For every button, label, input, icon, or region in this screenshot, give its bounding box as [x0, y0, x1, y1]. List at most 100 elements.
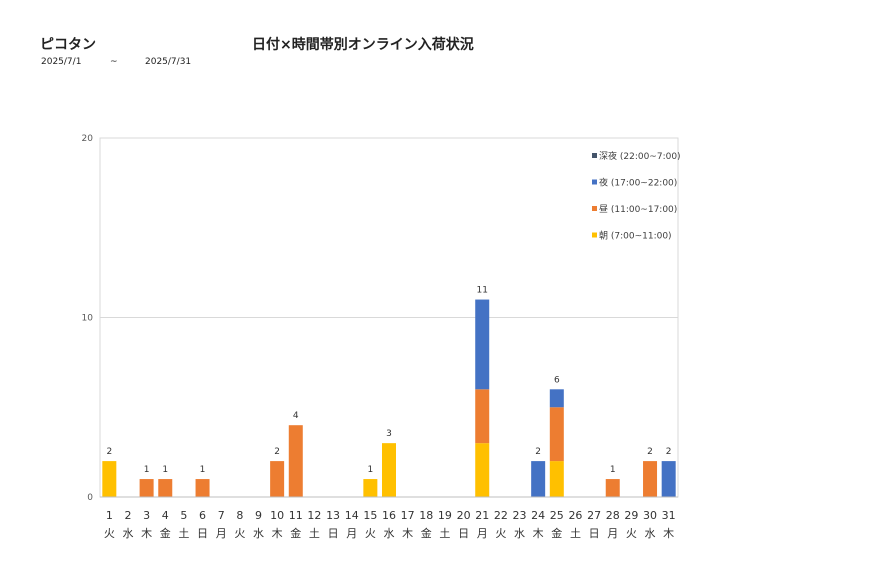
y-tick-label: 20	[82, 134, 94, 144]
bar-day30-series1	[643, 461, 658, 497]
x-tick-day: 4	[162, 509, 169, 522]
x-tick-day: 16	[382, 509, 396, 522]
bar-day1-series0	[102, 461, 117, 497]
data-label: 3	[386, 429, 392, 439]
x-tick-weekday: 火	[104, 527, 115, 540]
x-tick-weekday: 土	[309, 527, 320, 540]
x-tick-weekday: 日	[458, 527, 469, 540]
legend-swatch	[592, 206, 597, 211]
x-tick-day: 8	[236, 509, 243, 522]
x-tick-day: 18	[419, 509, 433, 522]
x-tick-day: 6	[199, 509, 206, 522]
bar-day28-series1	[605, 479, 620, 497]
x-tick-weekday: 火	[365, 527, 376, 540]
data-label: 6	[554, 375, 560, 385]
x-tick-day: 22	[494, 509, 508, 522]
x-tick-weekday: 木	[663, 527, 674, 540]
bar-day21-series2	[475, 299, 490, 390]
x-tick-day: 27	[587, 509, 601, 522]
bar-day31-series2	[661, 461, 676, 497]
data-label: 2	[666, 447, 672, 457]
x-tick-weekday: 水	[253, 527, 264, 540]
x-tick-weekday: 水	[514, 527, 525, 540]
x-tick-weekday: 水	[645, 527, 656, 540]
x-tick-day: 29	[624, 509, 638, 522]
x-tick-day: 28	[606, 509, 620, 522]
x-tick-day: 30	[643, 509, 657, 522]
data-label: 2	[274, 447, 280, 457]
data-label: 11	[476, 286, 487, 296]
x-tick-day: 20	[457, 509, 471, 522]
x-tick-day: 11	[289, 509, 303, 522]
x-tick-weekday: 日	[589, 527, 600, 540]
x-tick-weekday: 水	[122, 527, 133, 540]
data-label: 1	[144, 465, 150, 475]
bar-day11-series1	[288, 425, 303, 497]
x-tick-day: 7	[218, 509, 225, 522]
x-tick-day: 26	[568, 509, 582, 522]
x-tick-weekday: 木	[141, 527, 152, 540]
date-from: 2025/7/1	[41, 57, 82, 67]
data-label: 2	[535, 447, 541, 457]
x-tick-day: 21	[475, 509, 489, 522]
data-label: 1	[610, 465, 616, 475]
legend-swatch	[592, 232, 597, 238]
x-tick-weekday: 火	[495, 527, 506, 540]
report-title: 日付×時間帯別オンライン入荷状況	[252, 37, 474, 53]
bar-day4-series1	[158, 479, 173, 497]
x-tick-weekday: 火	[234, 527, 245, 540]
bar-day25-series1	[549, 407, 564, 462]
bar-day25-series0	[549, 461, 564, 497]
data-label: 4	[293, 411, 299, 421]
x-tick-day: 24	[531, 509, 545, 522]
x-tick-day: 15	[363, 509, 377, 522]
x-tick-day: 23	[513, 509, 527, 522]
date-to: 2025/7/31	[145, 57, 192, 67]
x-tick-day: 9	[255, 509, 262, 522]
x-tick-weekday: 土	[570, 527, 581, 540]
x-tick-weekday: 月	[346, 527, 357, 540]
x-tick-day: 25	[550, 509, 564, 522]
x-tick-day: 17	[401, 509, 415, 522]
x-tick-weekday: 土	[178, 527, 189, 540]
x-tick-day: 1	[106, 509, 113, 522]
x-tick-weekday: 水	[384, 527, 395, 540]
x-tick-day: 31	[662, 509, 676, 522]
bar-day6-series1	[195, 479, 210, 497]
x-tick-weekday: 月	[607, 527, 618, 540]
bar-day3-series1	[139, 479, 154, 497]
data-label: 2	[106, 447, 112, 457]
bar-day24-series2	[531, 461, 546, 497]
x-tick-day: 19	[438, 509, 452, 522]
data-label: 2	[647, 447, 653, 457]
x-tick-day: 10	[270, 509, 284, 522]
data-label: 1	[162, 465, 168, 475]
x-tick-weekday: 金	[160, 526, 171, 540]
legend-label: 昼 (11:00~17:00)	[599, 204, 677, 215]
x-tick-day: 5	[180, 509, 187, 522]
x-tick-weekday: 日	[328, 527, 339, 540]
x-tick-weekday: 木	[272, 527, 283, 540]
x-tick-weekday: 土	[439, 527, 450, 540]
x-tick-weekday: 火	[626, 527, 637, 540]
y-tick-label: 10	[82, 314, 94, 324]
bar-day21-series0	[475, 443, 490, 497]
legend-swatch	[592, 153, 597, 158]
x-tick-weekday: 金	[551, 526, 562, 540]
x-tick-day: 14	[345, 509, 359, 522]
x-tick-weekday: 金	[290, 526, 301, 540]
x-tick-weekday: 金	[421, 526, 432, 540]
x-tick-day: 13	[326, 509, 340, 522]
x-tick-day: 12	[307, 509, 321, 522]
legend-label: 朝 (7:00~11:00)	[599, 231, 672, 242]
legend-label: 夜 (17:00~22:00)	[599, 177, 677, 189]
legend-label: 深夜 (22:00~7:00)	[599, 150, 681, 162]
bar-day10-series1	[270, 461, 285, 497]
legend-swatch	[592, 179, 597, 185]
data-label: 1	[367, 465, 373, 475]
x-tick-day: 2	[124, 509, 131, 522]
bar-day25-series2	[549, 389, 564, 408]
bar-day16-series0	[382, 443, 396, 497]
bar-day15-series0	[363, 479, 378, 497]
